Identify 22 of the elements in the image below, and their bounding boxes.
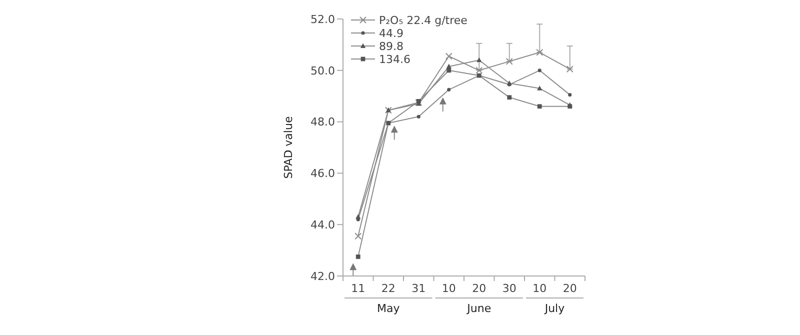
- legend-label: P₂O₅ 22.4 g/tree: [379, 14, 468, 27]
- x-tick-label: 11: [351, 282, 366, 295]
- x-tick-label: 22: [381, 282, 396, 295]
- x-tick-label: 10: [442, 282, 456, 295]
- text: July: [544, 302, 566, 315]
- y-tick-label: 48.0: [310, 116, 335, 129]
- text: May: [377, 302, 400, 315]
- y-tick-label: 46.0: [310, 167, 335, 180]
- legend-label: 89.8: [379, 40, 404, 53]
- y-tick-label: 50.0: [310, 64, 335, 78]
- y-axis-title: SPAD value: [282, 116, 295, 179]
- legend-label: 44.9: [379, 27, 404, 40]
- y-tick-label: 52.0: [310, 12, 335, 26]
- x-tick-label: 20: [562, 282, 577, 295]
- x-tick-label: 30: [502, 282, 516, 295]
- y-tick-label: 42.0: [310, 270, 335, 283]
- text: June: [466, 302, 492, 315]
- legend-label: 134.6: [379, 53, 410, 66]
- x-tick-label: 20: [472, 282, 486, 295]
- x-tick-label: 10: [532, 282, 547, 295]
- x-tick-label: 31: [412, 282, 426, 295]
- y-tick-label: 44.0: [310, 218, 335, 232]
